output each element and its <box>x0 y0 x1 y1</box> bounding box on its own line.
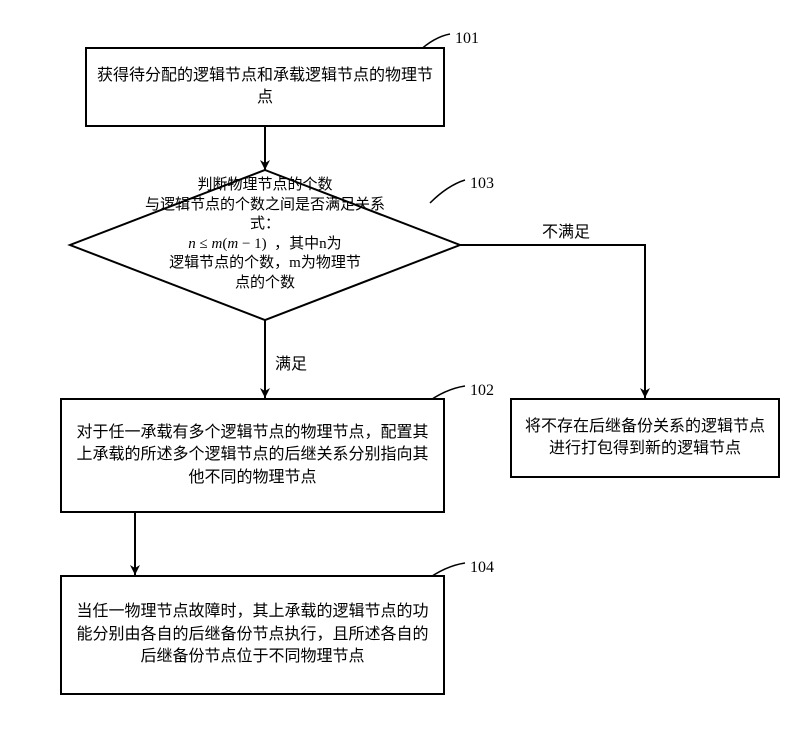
node-104-text: 当任一物理节点故障时，其上承载的逻辑节点的功能分别由各自的后继备份节点执行，且所… <box>72 601 433 668</box>
node-101: 获得待分配的逻辑节点和承载逻辑节点的物理节点 <box>85 47 445 127</box>
badge-102: 102 <box>470 382 494 400</box>
badge-101: 101 <box>455 30 479 48</box>
edge-label-satisfy: 满足 <box>275 350 307 374</box>
badge-103: 103 <box>470 175 494 193</box>
badge-104: 104 <box>470 559 494 577</box>
node-pack-text: 将不存在后继备份关系的逻辑节点进行打包得到新的逻辑节点 <box>522 416 768 461</box>
node-102: 对于任一承载有多个逻辑节点的物理节点，配置其上承载的所述多个逻辑节点的后继关系分… <box>60 398 445 513</box>
node-pack: 将不存在后继备份关系的逻辑节点进行打包得到新的逻辑节点 <box>510 398 780 478</box>
edge-label-not-satisfy: 不满足 <box>542 218 590 242</box>
node-102-text: 对于任一承载有多个逻辑节点的物理节点，配置其上承载的所述多个逻辑节点的后继关系分… <box>72 422 433 489</box>
node-104: 当任一物理节点故障时，其上承载的逻辑节点的功能分别由各自的后继备份节点执行，且所… <box>60 575 445 695</box>
node-101-text: 获得待分配的逻辑节点和承载逻辑节点的物理节点 <box>97 65 433 110</box>
node-103-text: 判断物理节点的个数与逻辑节点的个数之间是否满足关系式：n ≤ m(m − 1) … <box>135 176 395 293</box>
